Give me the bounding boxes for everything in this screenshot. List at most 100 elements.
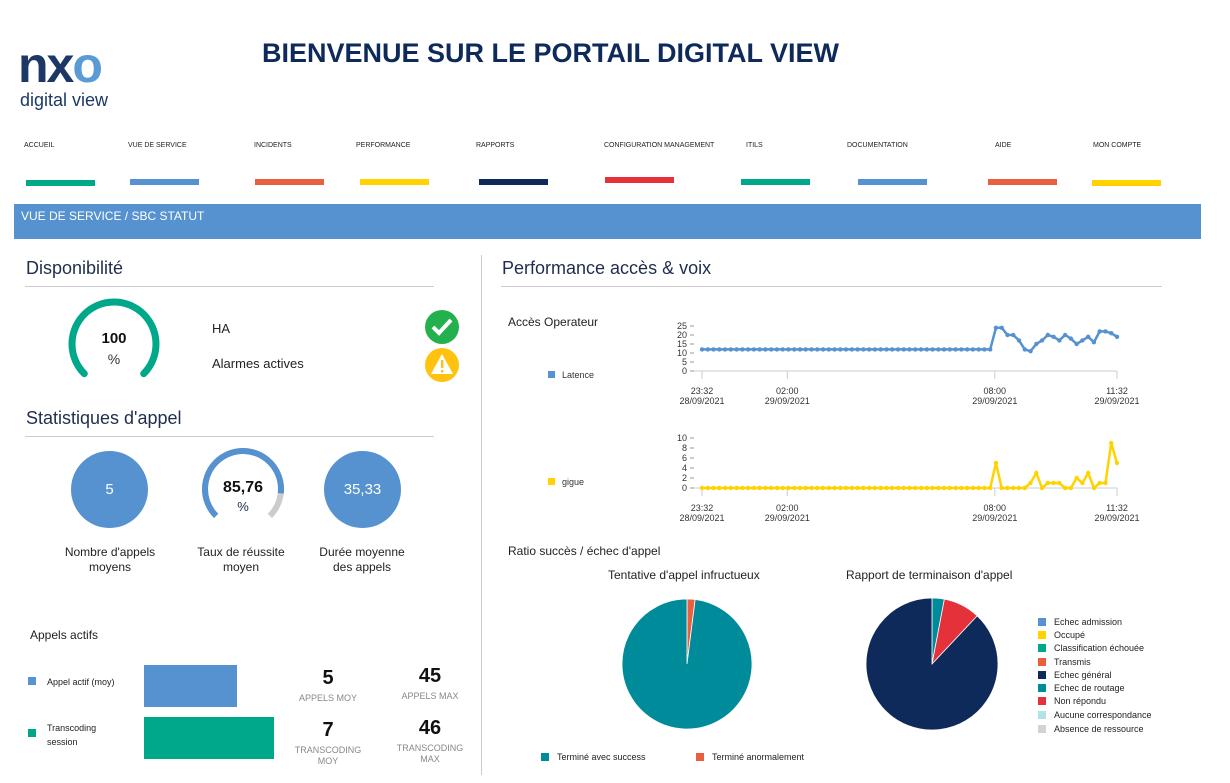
legend-swatch [1038, 670, 1046, 679]
data-point [913, 347, 918, 352]
data-point [849, 347, 855, 352]
data-point [1103, 480, 1108, 486]
gauge-arc [202, 448, 284, 518]
data-point [982, 347, 987, 352]
x-tick-date: 29/09/2021 [972, 513, 1017, 523]
legend-label: Classification échouée [1054, 643, 1145, 654]
active-legend-label: Transcoding session [47, 723, 97, 747]
active-bar [144, 665, 237, 707]
data-point [1097, 329, 1102, 334]
nav-label: DOCUMENTATION [847, 142, 908, 149]
data-point [711, 485, 716, 491]
data-point [774, 485, 780, 491]
nav-item-configuration-management[interactable]: CONFIGURATION MANAGEMENT [604, 142, 714, 183]
data-point [936, 347, 941, 352]
nav-color-bar [130, 179, 199, 185]
data-point [890, 347, 895, 352]
data-point [1039, 338, 1045, 343]
data-point [849, 485, 855, 491]
page-title: BIENVENUE SUR LE PORTAIL DIGITAL VIEW [262, 38, 840, 68]
legend-label: Terminé anormalement [712, 752, 805, 762]
legend-item: Non répondu [1038, 696, 1106, 706]
legend-label: Occupé [1054, 630, 1086, 641]
data-point [884, 347, 889, 352]
nav-item-accueil[interactable]: ACCUEIL [24, 142, 95, 186]
data-point [728, 485, 734, 491]
availability-gauge [68, 298, 160, 378]
y-tick-label: 8 [682, 443, 687, 453]
nav-item-performance[interactable]: PERFORMANCE [356, 142, 429, 185]
data-point [918, 485, 924, 491]
nav-color-bar [988, 179, 1057, 185]
y-tick-label: 0 [682, 366, 687, 376]
data-point [890, 485, 895, 491]
legend-item: Echec admission [1038, 617, 1122, 627]
legend-label: gigue [562, 477, 584, 487]
data-point [878, 485, 883, 491]
data-point [1016, 485, 1022, 491]
data-point [1080, 480, 1085, 486]
data-point [1005, 332, 1010, 338]
label-line: moyens [88, 560, 132, 574]
data-point [907, 485, 912, 491]
moy-value: 5 [322, 667, 334, 689]
data-point [987, 485, 993, 491]
divider [501, 286, 1162, 287]
data-point [809, 485, 814, 491]
legend-swatch [1038, 618, 1046, 626]
data-point [763, 485, 768, 491]
y-tick-label: 15 [677, 339, 687, 349]
nav-color-bar [1092, 180, 1161, 186]
nav-item-mon-compte[interactable]: MON COMPTE [1092, 142, 1161, 186]
data-point [745, 347, 751, 352]
data-point [1068, 336, 1074, 341]
nav-item-documentation[interactable]: DOCUMENTATION [847, 142, 927, 185]
data-point [1091, 485, 1097, 491]
data-point [820, 347, 826, 352]
nav-item-incidents[interactable]: INCIDENTS [254, 142, 324, 185]
data-point [711, 347, 716, 352]
legend-swatch [1038, 697, 1046, 706]
pie-slice-terminé-avec-success [621, 598, 753, 730]
legend-label: Terminé avec success [557, 752, 646, 762]
nav-item-itils[interactable]: ITILS [741, 142, 810, 185]
success-rate-value: 85,76 [222, 479, 264, 496]
label-line: Taux de réussite [197, 545, 285, 559]
nav-item-aide[interactable]: AIDE [988, 142, 1057, 185]
data-point [1022, 485, 1027, 491]
breadcrumb: VUE DE SERVICE / SBC STATUT [14, 204, 1201, 239]
label-line: moyen [222, 560, 260, 574]
y-tick-label: 2 [682, 473, 687, 483]
data-point [1074, 475, 1079, 481]
data-point [1051, 334, 1056, 339]
data-point [757, 347, 762, 352]
y-tick-label: 10 [677, 433, 687, 443]
max-value: 45 [418, 665, 442, 687]
legend-swatch [1038, 724, 1046, 733]
nav-color-bar [605, 177, 674, 183]
y-tick-label: 25 [677, 321, 687, 331]
data-point [699, 485, 705, 491]
nav-item-vue-de-service[interactable]: VUE DE SERVICE [128, 142, 199, 185]
data-point [768, 485, 774, 491]
data-point [780, 347, 785, 352]
data-point [970, 347, 976, 352]
data-point [728, 347, 734, 352]
data-point [1045, 480, 1051, 486]
data-point [1011, 332, 1016, 338]
y-tick-label: 10 [677, 348, 687, 358]
data-point [976, 485, 981, 491]
legend-item: Echec de routage [1038, 683, 1125, 693]
avg-calls-label: Nombre d'appels moyens [50, 545, 170, 575]
data-point [740, 485, 745, 491]
nav-item-rapports[interactable]: RAPPORTS [476, 142, 548, 185]
nav-label: RAPPORTS [476, 142, 515, 149]
data-point [797, 485, 803, 491]
data-point [1068, 485, 1074, 491]
label-line: Durée moyenne [319, 545, 405, 559]
nav-color-bar [858, 179, 927, 185]
nav-label: ITILS [746, 142, 763, 149]
legend-swatch [1038, 644, 1046, 653]
legend-item: Terminé anormalement [696, 752, 804, 762]
success-rate-label: Taux de réussite moyen [181, 545, 301, 575]
